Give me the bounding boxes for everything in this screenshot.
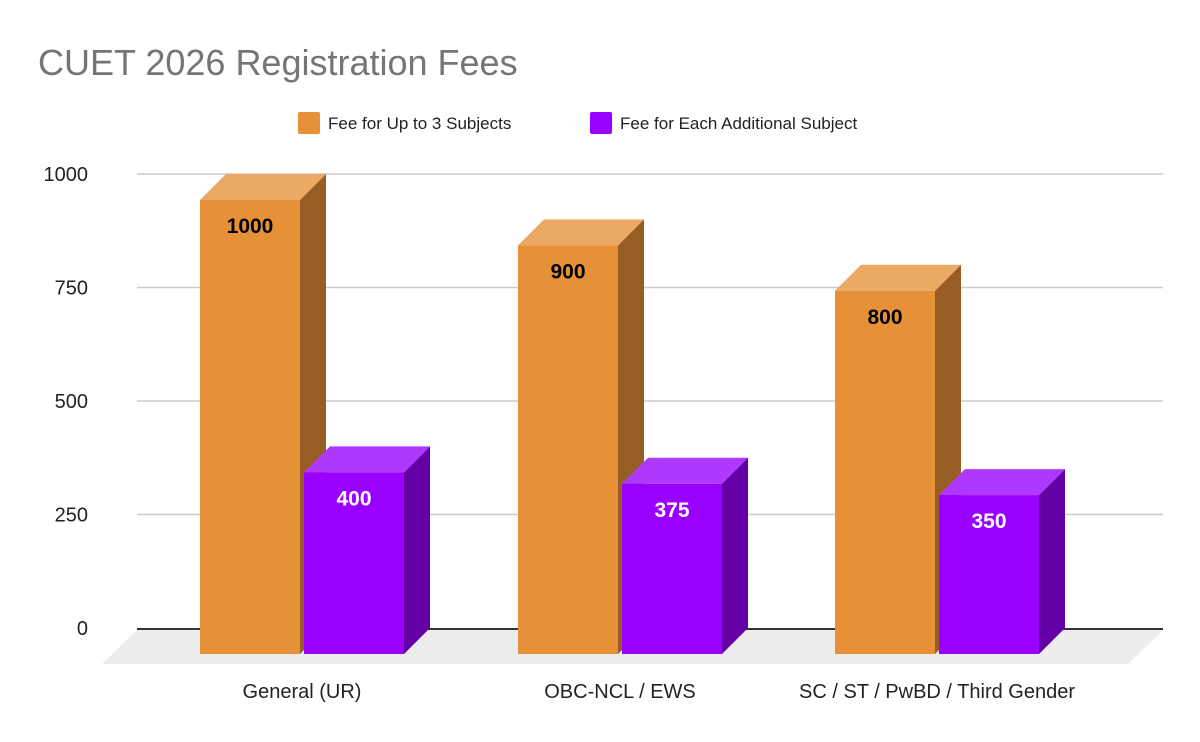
bar-top — [835, 264, 961, 291]
y-tick-label: 250 — [55, 505, 88, 527]
legend-label: Fee for Up to 3 Subjects — [328, 114, 511, 133]
x-tick-label: SC / ST / PwBD / Third Gender — [799, 681, 1075, 703]
data-label: 350 — [971, 510, 1006, 533]
bar — [200, 200, 300, 654]
data-label: 800 — [867, 306, 902, 329]
bar-top — [939, 469, 1065, 496]
bar — [622, 483, 722, 654]
bar — [939, 495, 1039, 654]
y-tick-label: 750 — [55, 278, 88, 300]
x-tick-label: OBC-NCL / EWS — [544, 681, 696, 703]
bar-top — [200, 174, 326, 200]
bar-side — [404, 446, 430, 654]
data-label: 900 — [550, 260, 585, 283]
data-label: 1000 — [227, 215, 274, 238]
bar-top — [622, 457, 748, 484]
y-tick-label: 1000 — [44, 164, 89, 186]
legend-swatch — [590, 112, 612, 134]
y-tick-label: 500 — [55, 391, 88, 413]
bar-top — [518, 219, 644, 246]
bar — [835, 290, 935, 654]
legend-swatch — [298, 112, 320, 134]
y-axis: 0 250 500 750 1000 — [44, 164, 89, 640]
chart-title: CUET 2026 Registration Fees — [38, 42, 518, 83]
bars: 1000 400 900 375 800 350 — [200, 174, 1065, 654]
x-axis: General (UR) OBC-NCL / EWS SC / ST / PwBD … — [243, 681, 1076, 703]
x-tick-label: General (UR) — [243, 681, 362, 703]
bar — [304, 472, 404, 654]
legend-label: Fee for Each Additional Subject — [620, 114, 857, 133]
data-label: 400 — [336, 487, 371, 510]
bar-side — [1039, 469, 1065, 654]
bar-side — [722, 457, 748, 654]
bar-top — [304, 446, 430, 473]
legend: Fee for Up to 3 Subjects Fee for Each Add… — [298, 112, 857, 134]
bar — [518, 245, 618, 654]
data-label: 375 — [654, 499, 689, 522]
y-tick-label: 0 — [77, 618, 88, 640]
